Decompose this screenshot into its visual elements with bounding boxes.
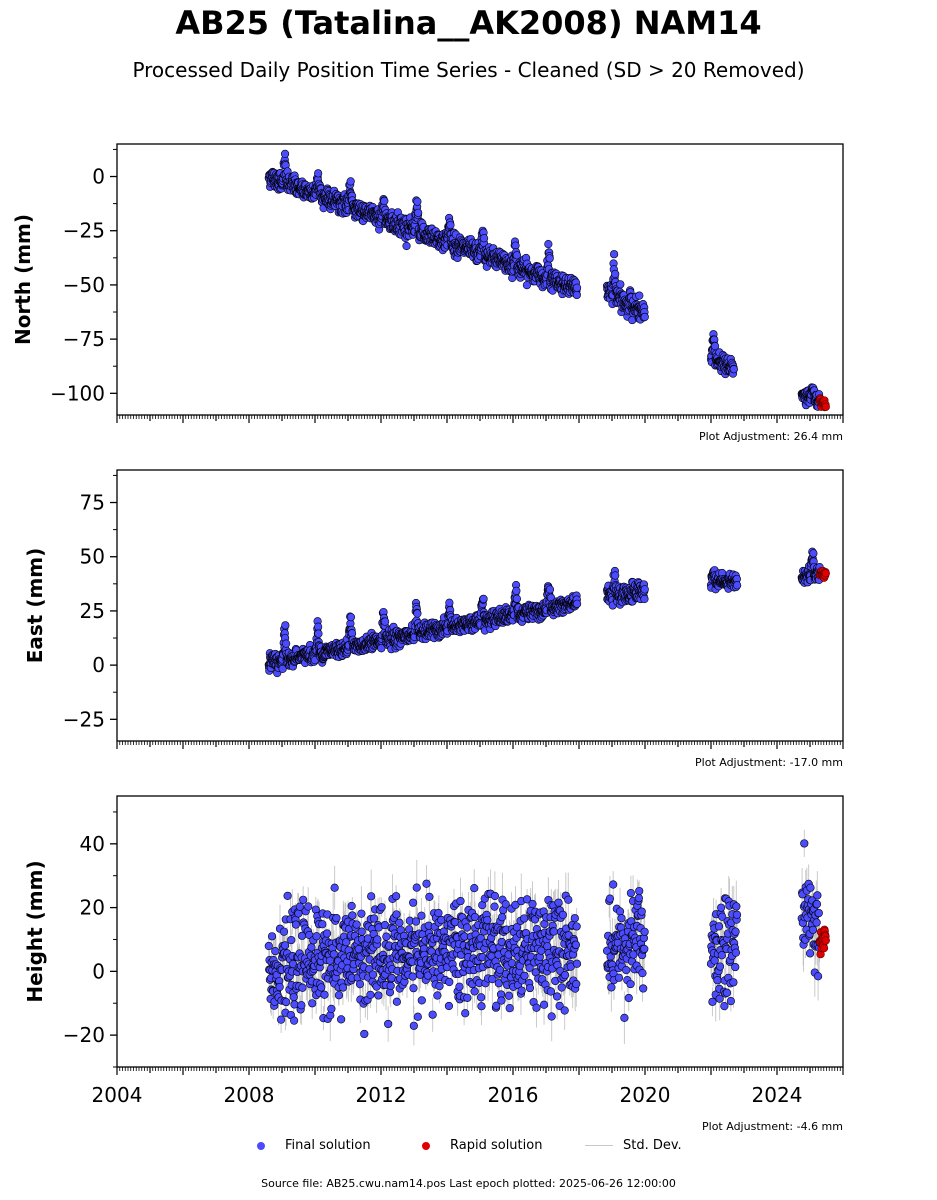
final-point <box>512 594 521 603</box>
final-point <box>611 269 620 279</box>
final-point <box>445 598 454 607</box>
final-point <box>413 609 422 618</box>
final-point <box>346 613 356 622</box>
final-point <box>733 581 742 590</box>
y-tick-label: −100 <box>50 381 105 405</box>
final-point <box>414 208 423 217</box>
final-points-east <box>264 547 824 678</box>
rapid-point <box>821 402 830 411</box>
final-point <box>640 585 649 594</box>
final-point <box>616 280 625 289</box>
final-point <box>314 169 323 178</box>
final-point <box>609 250 619 259</box>
final-point <box>522 281 532 290</box>
final-point <box>381 617 390 626</box>
final-point <box>278 664 287 673</box>
final-point <box>413 197 422 206</box>
final-point <box>446 220 455 230</box>
y-axis-label-north: North (mm) <box>11 214 35 345</box>
y-tick-label: 50 <box>80 545 105 569</box>
final-point <box>512 251 521 260</box>
panel-east: 75 50 25 0 −25 East (mm) Plot Adjustment: -17.… <box>23 469 844 769</box>
y-tick-label: 0 <box>92 165 105 189</box>
final-point <box>314 622 323 631</box>
final-point <box>281 621 290 630</box>
final-point <box>640 594 649 604</box>
plot-adjustment-east: Plot Adjustment: -17.0 mm <box>695 756 843 769</box>
final-point <box>572 290 581 300</box>
y-tick-label: −50 <box>63 273 105 297</box>
final-point <box>572 283 582 292</box>
y-tick-label: −25 <box>63 707 105 731</box>
final-point <box>809 549 818 558</box>
final-point <box>544 240 553 249</box>
final-point <box>280 149 290 158</box>
final-point <box>479 594 488 603</box>
y-tick-label: −75 <box>63 327 105 351</box>
rapid-point <box>821 569 830 578</box>
final-point <box>729 365 738 374</box>
final-point <box>572 599 582 608</box>
final-point <box>402 241 411 251</box>
final-point <box>611 571 620 580</box>
y-tick-label: −25 <box>63 219 105 243</box>
final-point <box>346 177 355 186</box>
final-point <box>640 312 649 322</box>
final-point <box>314 629 323 638</box>
chart-title: AB25 (Tatalina__AK2008) NAM14 <box>175 4 762 42</box>
final-point <box>545 254 554 263</box>
y-tick-label: 0 <box>92 653 105 677</box>
final-point <box>479 234 489 243</box>
final-point <box>512 586 521 595</box>
y-tick-label: 25 <box>80 599 105 623</box>
final-point <box>380 196 389 206</box>
panel-north: 0 −25 −50 −75 −100 North (mm) Plot Adjustment:… <box>11 143 844 443</box>
plot-adjustment-north: Plot Adjustment: 26.4 mm <box>699 430 843 443</box>
final-point <box>635 291 644 300</box>
chart-subtitle: Processed Daily Position Time Series - C… <box>132 58 805 82</box>
y-axis-label-east: East (mm) <box>23 548 47 664</box>
final-point <box>282 639 291 648</box>
y-tick-label: 75 <box>80 491 105 515</box>
final-points-north <box>264 149 824 411</box>
final-point <box>545 585 555 594</box>
